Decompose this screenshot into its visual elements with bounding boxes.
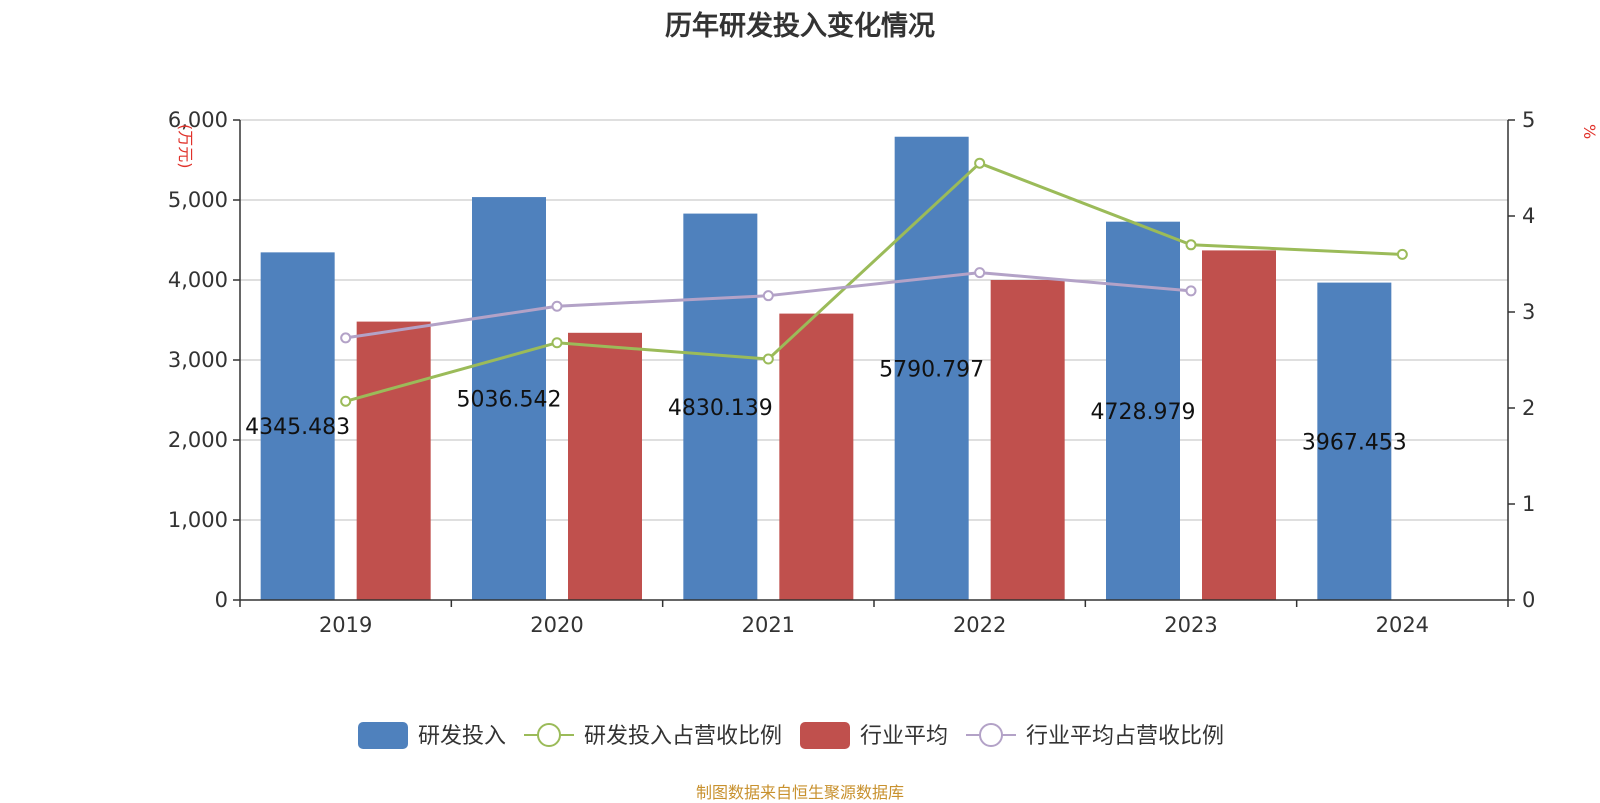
bar-series — [260, 136, 1392, 601]
legend-item: 行业平均 — [800, 722, 948, 749]
bar-industry-average — [568, 332, 642, 600]
y-left-tick-label: 4,000 — [168, 268, 228, 292]
axes: 0 1,000 2,000 3,000 4,000 5,000 6,000 0 1 2 3 4 5 201… — [168, 108, 1599, 637]
point-industry-ratio — [340, 332, 352, 344]
y-left-tick-label: 0 — [215, 588, 228, 612]
bar-rd-investment — [1317, 282, 1392, 600]
y-right-unit: % — [1580, 124, 1599, 139]
x-tick-label: 2020 — [530, 613, 583, 637]
y-left-tick-label: 1,000 — [168, 508, 228, 532]
point-industry-ratio — [551, 300, 563, 312]
chart-title: 历年研发投入变化情况 — [665, 11, 935, 42]
point-industry-ratio — [1185, 285, 1197, 297]
legend-swatch-marker — [979, 723, 1003, 747]
legend-swatch-bar — [800, 722, 850, 749]
bar-data-label: 3967.453 — [1302, 430, 1407, 455]
x-tick-label: 2021 — [742, 613, 795, 637]
x-tick-label: 2024 — [1376, 613, 1429, 637]
data-source-note: 制图数据来自恒生聚源数据库 — [695, 783, 904, 802]
y-right-tick-label: 4 — [1522, 204, 1535, 228]
point-rd-ratio — [1185, 239, 1197, 251]
bar-industry-average — [1202, 250, 1276, 600]
legend-item: 研发投入 — [358, 722, 506, 749]
point-rd-ratio — [551, 337, 563, 349]
legend-swatch-marker — [537, 723, 561, 747]
legend-label: 行业平均占营收比例 — [1026, 724, 1224, 749]
y-left-tick-label: 5,000 — [168, 188, 228, 212]
legend-label: 研发投入 — [418, 724, 506, 749]
line-series — [340, 157, 1408, 407]
x-tick-label: 2022 — [953, 613, 1006, 637]
bar-rd-investment — [260, 252, 335, 600]
legend-label: 研发投入占营收比例 — [584, 724, 782, 749]
line-rd-ratio — [345, 161, 1403, 403]
point-rd-ratio — [762, 353, 774, 365]
bar-rd-investment — [683, 213, 758, 601]
legend-swatch-bar — [358, 722, 408, 749]
y-right-tick-label: 0 — [1522, 588, 1535, 612]
point-rd-ratio — [340, 395, 352, 407]
x-tick-label: 2023 — [1164, 613, 1217, 637]
data-labels: 4345.483 5036.542 4830.139 5790.797 4728.979… — [245, 357, 1407, 455]
point-rd-ratio — [974, 157, 986, 169]
bar-data-label: 4830.139 — [668, 396, 773, 421]
bar-data-label: 5036.542 — [457, 388, 562, 413]
bar-data-label: 4728.979 — [1091, 400, 1196, 425]
y-right-tick-label: 3 — [1522, 300, 1535, 324]
x-tick-label: 2019 — [319, 613, 372, 637]
legend-item: 行业平均占营收比例 — [966, 723, 1224, 749]
bar-data-label: 5790.797 — [879, 357, 984, 382]
bar-industry-average — [356, 321, 431, 600]
point-industry-ratio — [974, 267, 986, 279]
gridlines — [240, 119, 1508, 521]
y-right-tick-label: 5 — [1522, 108, 1535, 132]
bar-rd-investment — [472, 197, 546, 600]
point-rd-ratio — [1396, 248, 1408, 260]
bar-industry-average — [990, 280, 1065, 600]
bar-data-label: 4345.483 — [245, 415, 350, 440]
y-left-unit: (万元) — [176, 124, 195, 169]
y-left-tick-label: 2,000 — [168, 428, 228, 452]
legend-item: 研发投入占营收比例 — [524, 723, 782, 749]
y-right-tick-label: 1 — [1522, 492, 1535, 516]
y-right-tick-label: 2 — [1522, 396, 1535, 420]
bar-rd-investment — [894, 136, 969, 600]
legend: 研发投入 研发投入占营收比例 行业平均 行业平均占营收比例 — [358, 722, 1224, 749]
y-left-tick-label: 6,000 — [168, 108, 228, 132]
bar-industry-average — [779, 313, 854, 600]
y-left-tick-label: 3,000 — [168, 348, 228, 372]
point-industry-ratio — [762, 290, 774, 302]
legend-label: 行业平均 — [860, 724, 948, 749]
